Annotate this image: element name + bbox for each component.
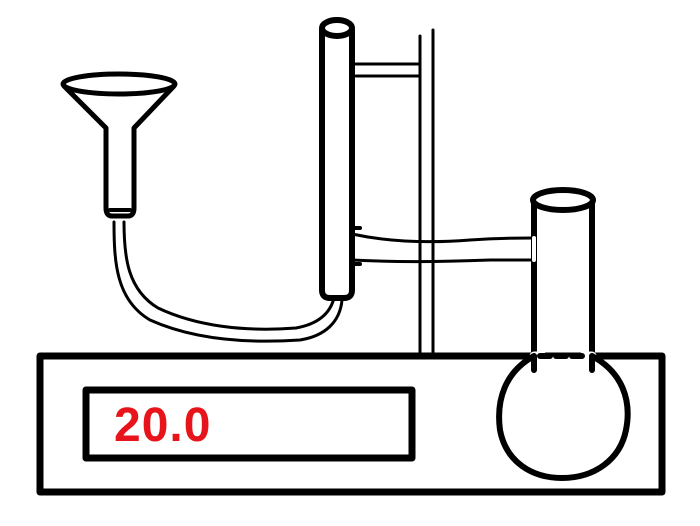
- digital-display-icon: [82, 386, 416, 462]
- round-flask-icon: [496, 187, 631, 481]
- rubber-tube-icon: [112, 220, 344, 343]
- temperature-readout: 20.0: [114, 399, 212, 452]
- heater-base-icon: [36, 352, 666, 496]
- connector-tube-icon: [350, 232, 534, 263]
- burette-tube-icon: [319, 17, 362, 301]
- support-stand-icon: [354, 28, 435, 358]
- funnel-icon: [60, 71, 178, 219]
